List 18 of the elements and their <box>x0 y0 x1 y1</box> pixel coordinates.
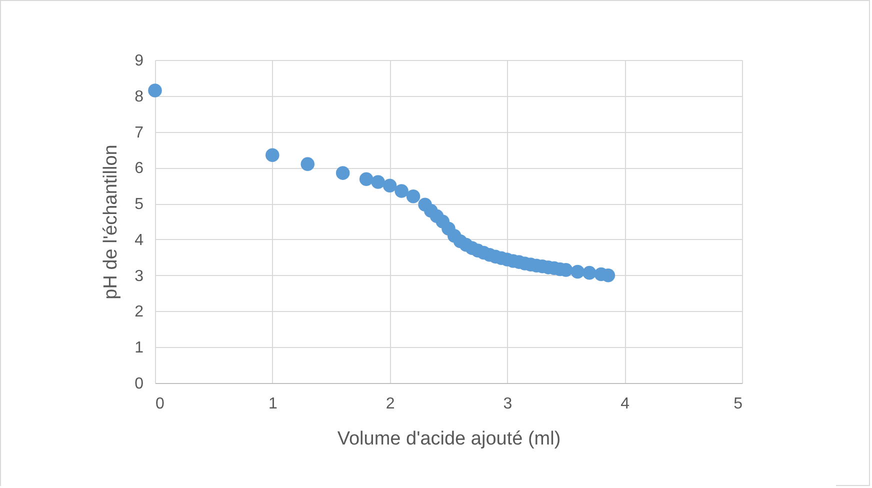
x-tick-label: 1 <box>268 396 278 412</box>
x-tick-label: 5 <box>734 396 743 412</box>
y-tick-label: 6 <box>134 160 144 178</box>
y-tick-label: 3 <box>134 268 144 285</box>
y-tick-label: 7 <box>134 124 144 142</box>
y-tick-label: 5 <box>134 196 144 214</box>
x-tick-label: 3 <box>503 396 512 412</box>
x-tick-label: 0 <box>156 396 164 412</box>
y-tick-label: 0 <box>134 376 144 392</box>
y-axis-title: pH de l'échantillon <box>100 144 122 300</box>
y-tick-label: 9 <box>134 52 144 70</box>
y-tick-label: 4 <box>134 232 144 249</box>
x-tick-label: 4 <box>620 396 630 412</box>
x-axis-title: Volume d'acide ajouté (ml) <box>337 428 561 450</box>
x-tick-label: 2 <box>386 396 395 412</box>
y-tick-label: 2 <box>134 304 144 321</box>
y-tick-label: 1 <box>134 340 144 357</box>
y-tick-label: 8 <box>134 88 144 106</box>
